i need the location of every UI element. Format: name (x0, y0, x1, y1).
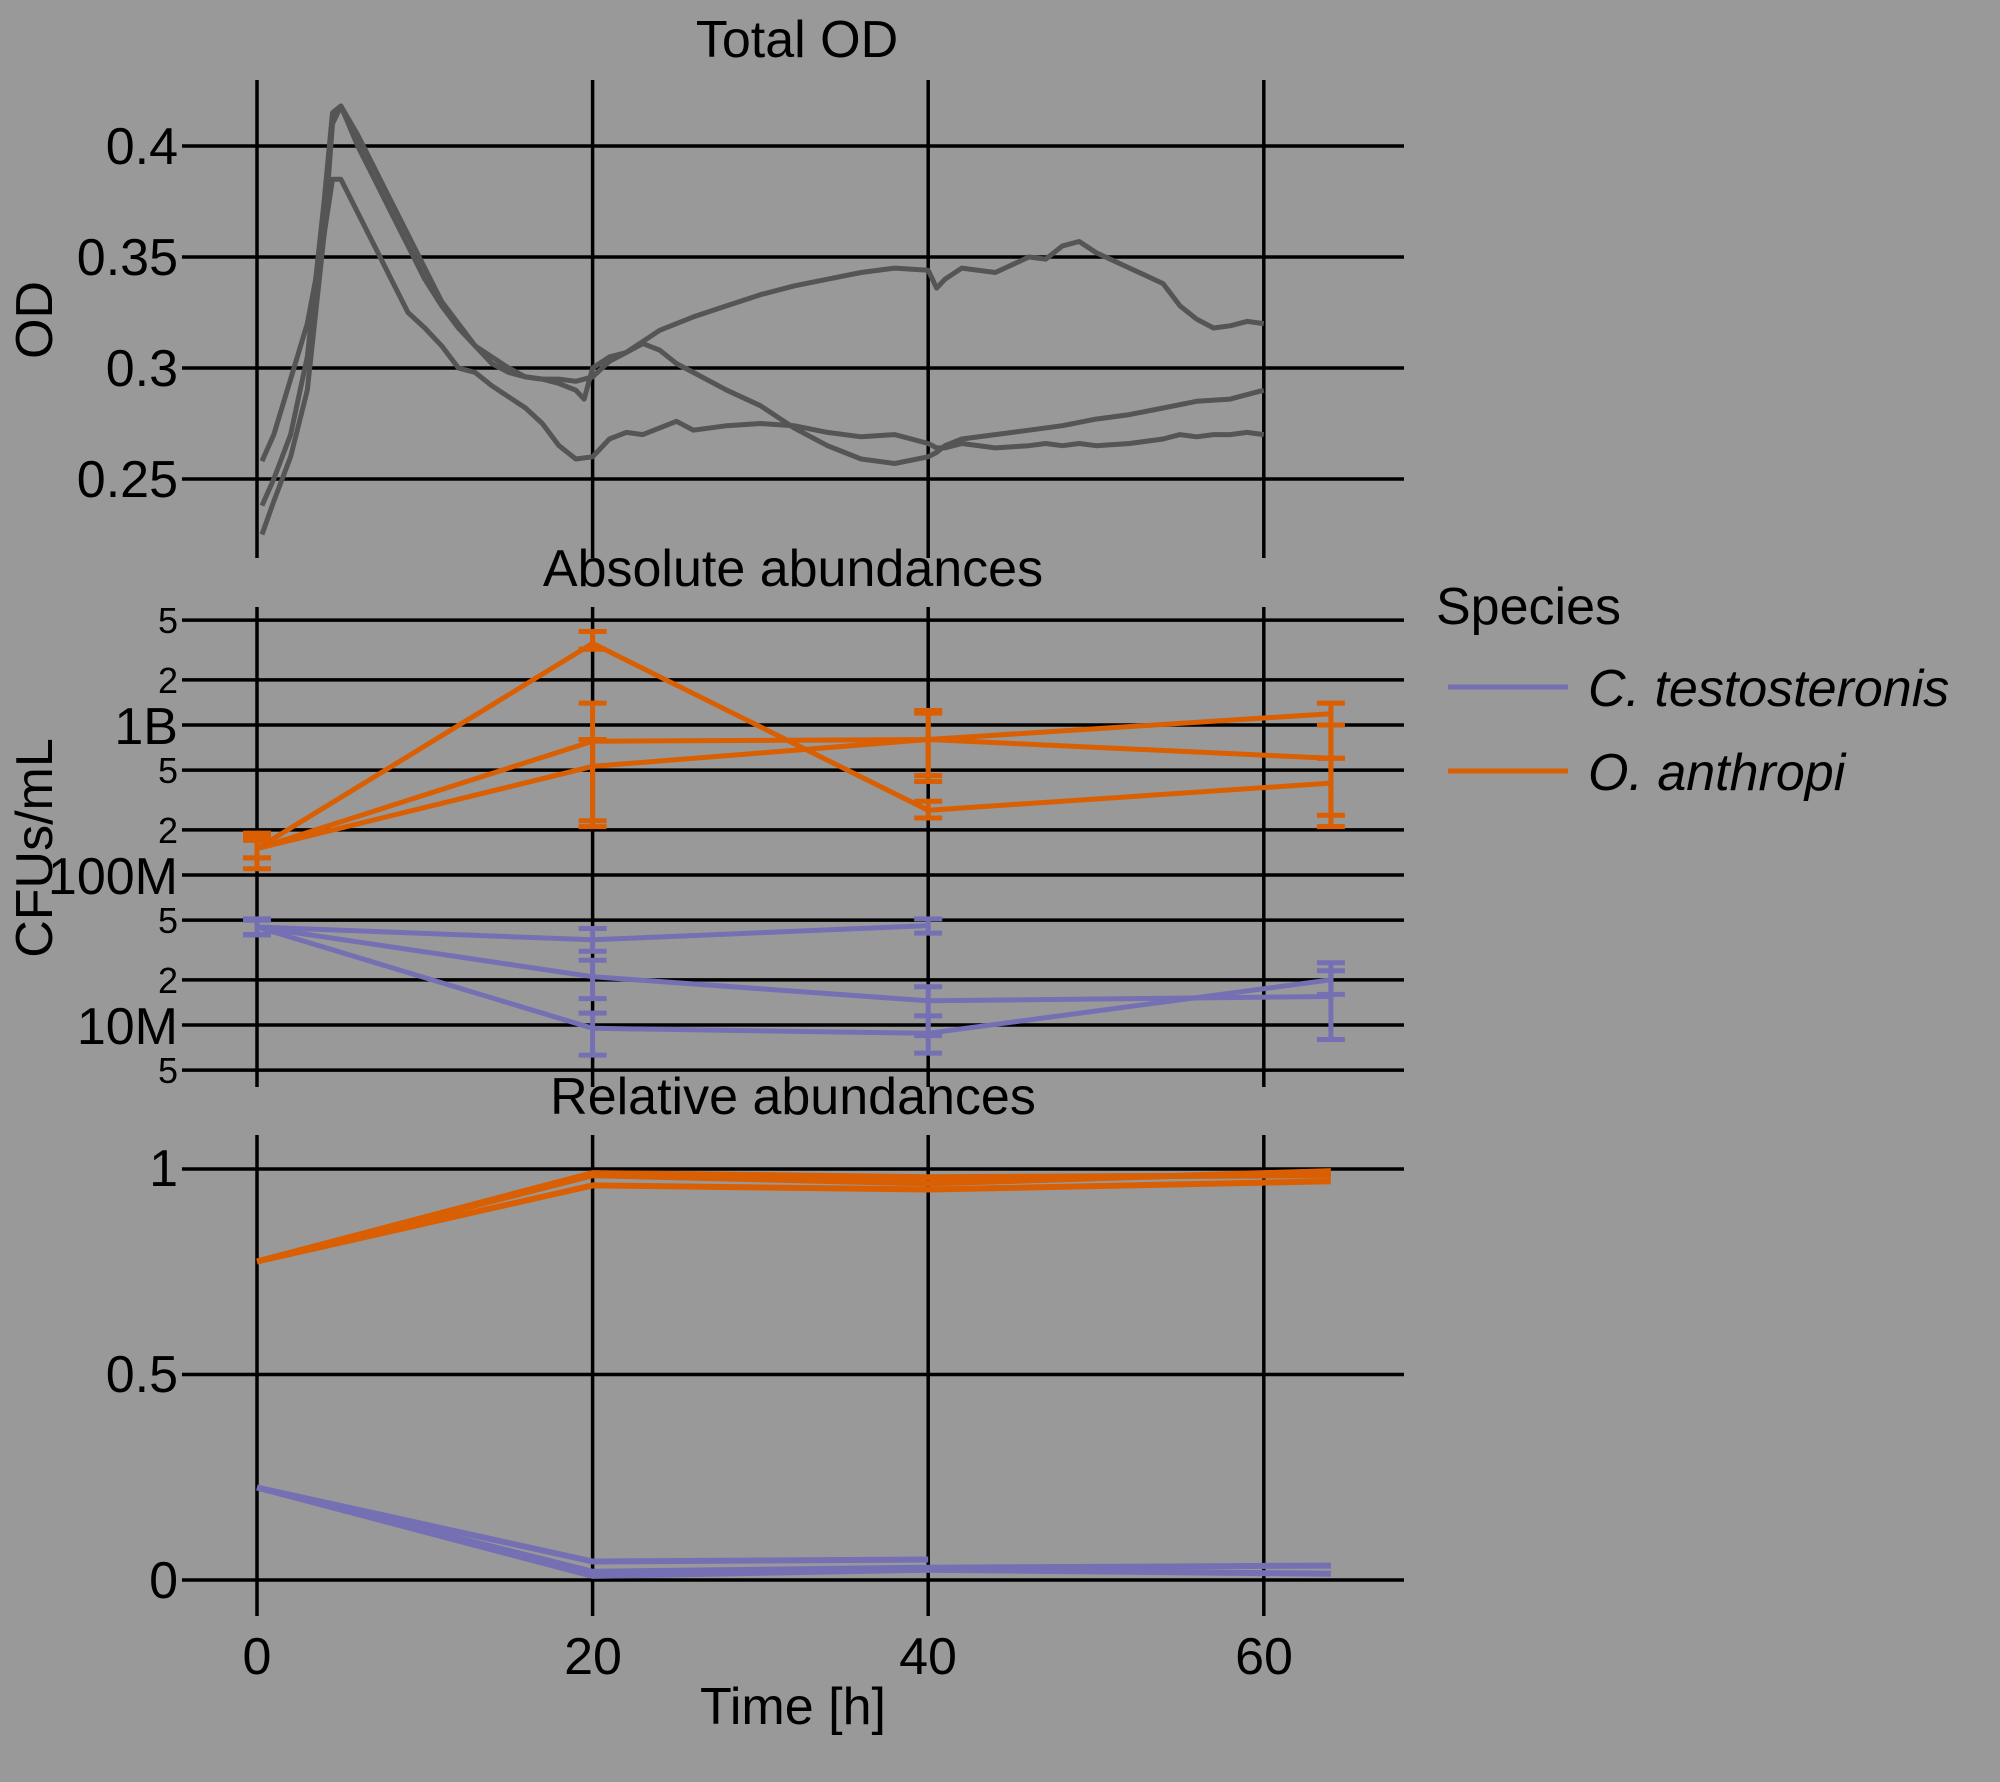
abs-grid (182, 607, 1404, 1087)
x-tick-0: 0 (243, 1628, 272, 1686)
x-tick-60: 60 (1235, 1628, 1293, 1686)
abs-y-tick-200m: 2 (158, 810, 178, 851)
od-replicate-line-3 (259, 103, 1265, 536)
rel-data (256, 1168, 1331, 1579)
od-grid (182, 80, 1404, 558)
x-tick-40: 40 (899, 1628, 957, 1686)
abs-panel-title: Absolute abundances (543, 540, 1043, 598)
od-y-tick-0-4: 0.4 (106, 118, 178, 176)
od-y-tick-0-3: 0.3 (106, 340, 178, 398)
od-y-tick-0-25: 0.25 (77, 451, 178, 509)
rel-line-c-testosteronis-rep3 (256, 1484, 1331, 1575)
abs-errorbar-c-testosteronis-rep3-t20 (578, 1010, 607, 1058)
abs-errorbar-c-testosteronis-rep1-t40 (914, 916, 943, 936)
rel-y-tick-0: 0 (149, 1552, 178, 1610)
od-y-tick-0-35: 0.35 (77, 229, 178, 287)
abs-errorbar-c-testosteronis-rep3-t64 (1316, 960, 1345, 997)
abs-line-o-anthropi-rep2 (256, 711, 1332, 851)
rel-line-o-anthropi-rep3 (256, 1168, 1331, 1265)
legend-title: Species (1436, 578, 1621, 636)
abs-y-tick-50m: 5 (158, 900, 178, 941)
od-y-axis-title: OD (6, 281, 64, 359)
abs-y-tick-500m: 5 (158, 750, 178, 791)
abs-errorbar-c-testosteronis-rep3-t40 (914, 1013, 943, 1056)
od-replicate-line-1 (259, 176, 1265, 463)
abs-errorbar-o-anthropi-rep3-t64 (1316, 722, 1345, 830)
abs-errorbar-o-anthropi-rep1-t40 (914, 798, 943, 821)
legend: Species C. testosteronis O. anthropi (1436, 578, 1949, 802)
abs-y-tick-5b: 5 (158, 600, 178, 641)
abs-errorbar-c-testosteronis-rep3-t0 (243, 917, 271, 938)
abs-y-tick-100m: 100M (48, 848, 178, 906)
legend-item-o-anthropi: O. anthropi (1448, 744, 1847, 802)
rel-panel-title: Relative abundances (550, 1068, 1036, 1126)
abs-y-tick-10m: 10M (77, 998, 178, 1056)
rel-y-tick-1: 1 (149, 1140, 178, 1198)
abs-errorbar-o-anthropi-rep3-t0 (243, 837, 271, 861)
abs-errorbar-c-testosteronis-rep2-t20 (578, 957, 607, 1002)
x-tick-20: 20 (564, 1628, 622, 1686)
abs-line-c-testosteronis-rep3 (256, 924, 1332, 1036)
od-panel-title: Total OD (696, 11, 898, 69)
legend-item-c-testosteronis: C. testosteronis (1448, 660, 1949, 718)
legend-label-c-testosteronis: C. testosteronis (1588, 660, 1949, 718)
abs-errorbar-o-anthropi-rep3-t20 (578, 737, 607, 824)
x-axis-title: Time [h] (700, 1678, 886, 1736)
abs-y-tick-5m: 5 (158, 1050, 178, 1091)
abs-y-tick-2b: 2 (158, 660, 178, 701)
od-data (259, 103, 1265, 536)
abs-y-axis-title: CFUs/mL (6, 738, 64, 958)
rel-y-tick-0-5: 0.5 (106, 1346, 178, 1404)
abs-errorbar-o-anthropi-rep1-t20 (578, 629, 607, 652)
abs-y-tick-1b: 1B (114, 698, 178, 756)
rel-line-o-anthropi-rep2 (256, 1178, 1331, 1265)
rel-line-c-testosteronis-rep1 (256, 1484, 929, 1565)
abs-line-c-testosteronis-rep2 (256, 924, 1331, 1004)
abs-line-o-anthropi-rep3 (256, 736, 1332, 852)
abs-line-o-anthropi-rep1 (255, 640, 1332, 851)
abs-data (243, 629, 1345, 1058)
abs-y-tick-20m: 2 (158, 960, 178, 1001)
rel-grid (182, 1135, 1404, 1616)
abs-errorbar-c-testosteronis-rep1-t20 (578, 925, 607, 954)
abs-errorbar-o-anthropi-rep3-t40 (914, 710, 943, 779)
legend-label-o-anthropi: O. anthropi (1588, 744, 1847, 802)
